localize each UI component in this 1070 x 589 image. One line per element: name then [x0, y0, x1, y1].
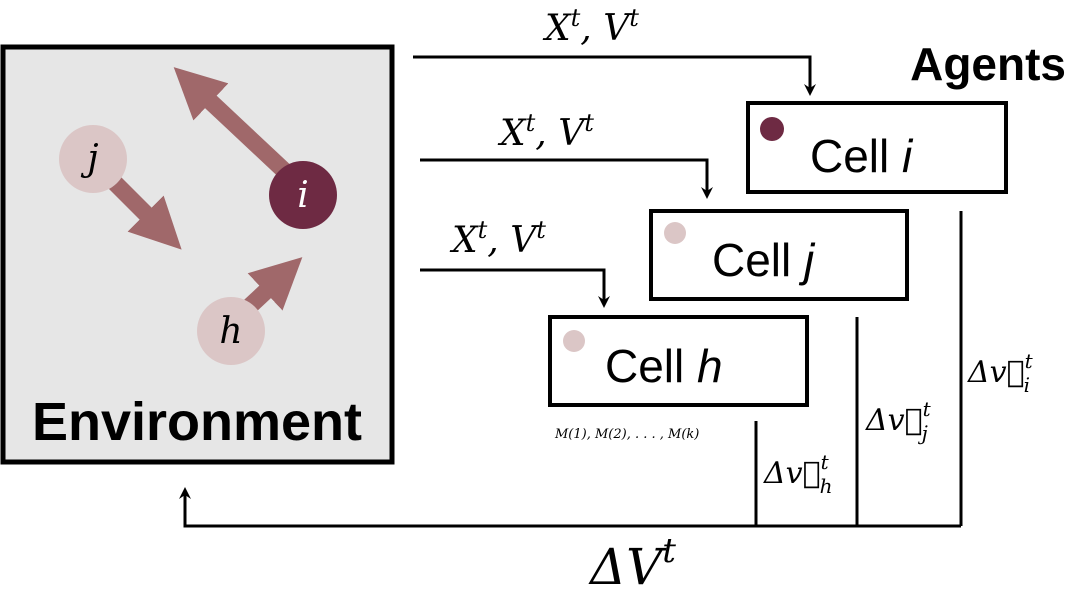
- memory-label: M(1), M(2), . . . , M(k): [554, 427, 699, 442]
- agents-title: Agents: [910, 38, 1066, 90]
- feedback-arrow: [179, 487, 961, 528]
- particle-i-label: i: [297, 175, 309, 216]
- particle-j-dot: [59, 125, 127, 193]
- particle-i-dot: [269, 161, 337, 229]
- state-arrow-j-line: [420, 158, 713, 199]
- cell-j-box: [649, 209, 909, 301]
- total-update-label: ΔVt: [588, 531, 676, 589]
- state-label-h: Xt, Vt: [449, 216, 546, 261]
- state-arrow-h-line: [420, 268, 610, 308]
- update-label-i: Δv⃗t i: [967, 349, 1034, 397]
- cell-h-marker: [563, 330, 585, 352]
- environment-label: Environment: [32, 392, 362, 452]
- state-label-i: Xt, Vt: [542, 4, 639, 49]
- update-label-h: Δv⃗t h: [763, 450, 833, 498]
- motion-arrow-h: [244, 257, 303, 313]
- cell-h: Cell h: [548, 315, 809, 407]
- environment-panel: j i h Environment: [0, 44, 395, 465]
- update-label-j: Δv⃗t j: [865, 397, 932, 445]
- state-arrow-to-i: Xt, Vt: [413, 4, 816, 96]
- cell-h-label: Cell h: [605, 340, 723, 392]
- cell-i: Cell i: [746, 101, 1008, 194]
- cell-i-box: [746, 101, 1008, 194]
- particle-h: h: [197, 297, 265, 365]
- cell-j: Cell j: [649, 209, 909, 301]
- cell-i-label: Cell i: [810, 130, 914, 182]
- cell-j-marker: [664, 222, 686, 244]
- motion-arrow-j: [105, 173, 182, 250]
- cell-i-marker: [760, 117, 784, 141]
- motion-arrow-i: [173, 67, 298, 185]
- state-label-j: Xt, Vt: [497, 109, 594, 154]
- cell-j-label: Cell j: [712, 234, 816, 286]
- state-arrow-to-j: Xt, Vt: [420, 109, 713, 199]
- particle-h-label: h: [219, 311, 242, 352]
- particle-i: i: [269, 161, 337, 229]
- state-arrow-to-h: Xt, Vt: [420, 216, 610, 308]
- particle-h-dot: [197, 297, 265, 365]
- particle-j: j: [59, 125, 127, 193]
- cell-h-box: [548, 315, 809, 407]
- state-arrow-i-line: [413, 55, 816, 96]
